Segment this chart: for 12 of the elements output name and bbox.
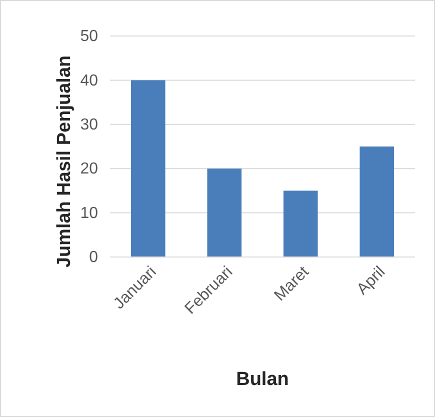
y-tick-label: 30 [80,116,98,134]
y-tick-label: 20 [80,160,98,178]
bar [360,146,394,257]
y-axis-title: Jumlah Hasil Penjualan [54,55,75,268]
y-tick-label: 0 [89,249,98,266]
x-axis-title: Bulan [236,369,289,390]
bar [283,190,318,257]
y-tick-label: 10 [80,204,98,222]
bar [130,80,166,257]
y-tick-label: 40 [80,72,98,90]
bar [207,168,242,257]
y-tick-label: 50 [80,28,98,46]
